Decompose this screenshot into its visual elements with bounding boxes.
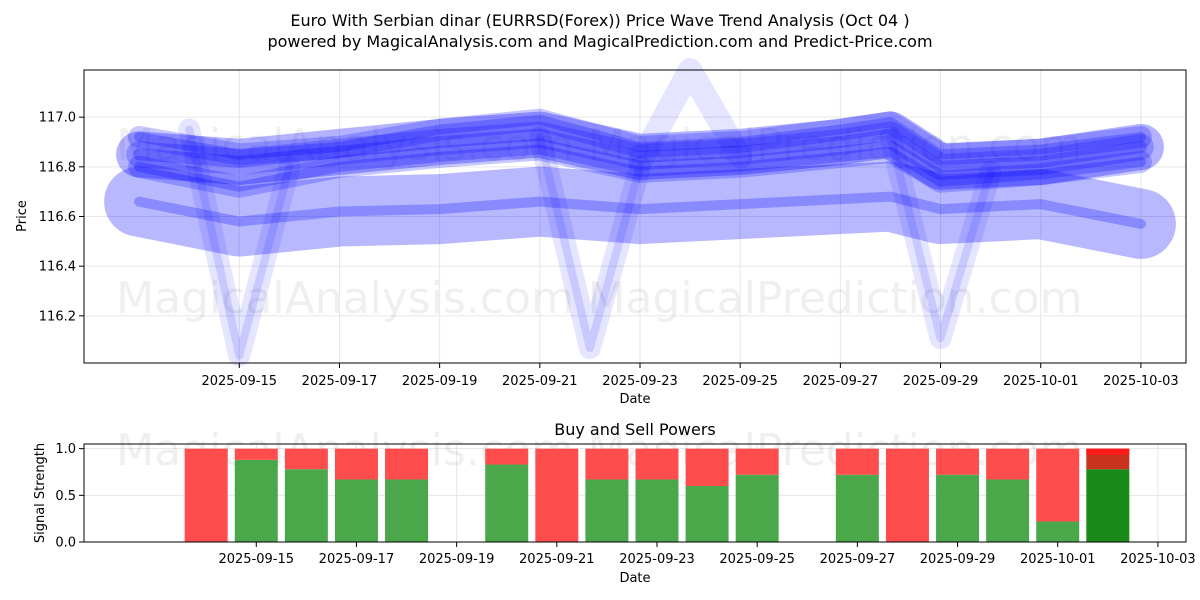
- main-x-tick-label: 2025-09-21: [502, 374, 578, 389]
- spike-c-line: [879, 126, 1002, 350]
- wave-lower-line: [128, 138, 1152, 198]
- sub-x-tick-label: 2025-09-27: [820, 552, 896, 567]
- sub-x-tick-label: 2025-09-23: [619, 552, 695, 567]
- sub-y-tick-label: 0.5: [55, 489, 76, 504]
- buy-bar: [1086, 469, 1130, 542]
- buy-bar: [735, 474, 779, 542]
- buy-bar: [835, 474, 879, 542]
- wave-main-line: [126, 121, 1154, 180]
- sell-bar: [1036, 448, 1080, 522]
- sell-bar: [234, 448, 278, 460]
- sell-bar: [385, 448, 429, 480]
- sub-y-label: Signal Strength: [33, 443, 48, 543]
- sell-bar-highlight: [1086, 448, 1130, 455]
- buy-bar: [635, 479, 679, 542]
- main-y-tick-label: 116.4: [39, 260, 76, 275]
- watermark-top-left: MagicalAnalysis.com: [116, 120, 574, 171]
- main-x-tick-label: 2025-09-27: [803, 374, 879, 389]
- spike-b-line: [528, 126, 651, 360]
- sell-bar: [986, 448, 1030, 480]
- chart-title-line1: Euro With Serbian dinar (EURRSD(Forex)) …: [290, 11, 909, 30]
- wave-series-group: [104, 58, 1176, 367]
- watermark-mid-left: MagicalAnalysis.com: [116, 273, 574, 324]
- sub-x-tick-label: 2025-10-03: [1120, 552, 1196, 567]
- wave-low-line: [104, 161, 1176, 259]
- watermark-top-right: MagicalPrediction.com: [588, 120, 1083, 171]
- sell-bar: [685, 448, 729, 486]
- sub-y-ticks: 0.0 0.5 1.0: [55, 442, 84, 551]
- sell-bar: [284, 448, 328, 470]
- spike-a-line: [178, 118, 301, 367]
- sell-bar: [936, 448, 980, 475]
- buy-bar: [986, 479, 1030, 542]
- sell-bar: [835, 448, 879, 475]
- wave-upper-line: [128, 108, 1152, 166]
- spike-c-line: [886, 133, 995, 343]
- main-y-tick-label: 117.0: [39, 111, 76, 126]
- main-x-tick-label: 2025-09-23: [602, 374, 678, 389]
- sub-x-tick-label: 2025-09-25: [719, 552, 795, 567]
- buy-bar: [485, 464, 529, 542]
- sub-x-tick-label: 2025-09-21: [519, 552, 595, 567]
- main-x-tick-label: 2025-09-29: [903, 374, 979, 389]
- main-x-tick-label: 2025-10-03: [1103, 374, 1179, 389]
- main-y-label: Price: [15, 200, 30, 232]
- main-x-tick-label: 2025-09-19: [402, 374, 478, 389]
- buy-bar: [234, 459, 278, 542]
- main-x-tick-label: 2025-09-15: [201, 374, 277, 389]
- main-x-label: Date: [619, 392, 650, 407]
- sell-bar: [334, 448, 378, 480]
- main-x-tick-label: 2025-10-01: [1003, 374, 1079, 389]
- wave-upper-line: [134, 114, 1146, 160]
- sell-bar: [585, 448, 629, 480]
- wave-main-line: [133, 128, 1147, 173]
- main-grid: [84, 70, 1186, 363]
- main-x-ticks: 2025-09-15 2025-09-17 2025-09-19 2025-09-21…: [201, 363, 1179, 389]
- sell-bar: [485, 448, 529, 465]
- sub-chart-title: Buy and Sell Powers: [554, 420, 716, 439]
- sub-x-tick-label: 2025-10-01: [1020, 552, 1096, 567]
- spike-b-line: [535, 133, 644, 353]
- main-y-ticks: 116.2 116.4 116.6 116.8 117.0: [39, 111, 84, 324]
- buy-bar: [685, 486, 729, 542]
- wave-main-line: [116, 111, 1164, 190]
- sell-bar: [184, 448, 228, 542]
- sub-x-tick-label: 2025-09-15: [218, 552, 294, 567]
- main-y-tick-label: 116.2: [39, 309, 76, 324]
- sub-x-tick-label: 2025-09-17: [319, 552, 395, 567]
- watermark-mid-right: MagicalPrediction.com: [588, 273, 1083, 324]
- sub-x-tick-label: 2025-09-29: [920, 552, 996, 567]
- sub-y-tick-label: 1.0: [55, 442, 76, 457]
- buy-bar: [334, 479, 378, 542]
- sell-bar: [885, 448, 929, 542]
- main-x-tick-label: 2025-09-25: [702, 374, 778, 389]
- sub-x-tick-label: 2025-09-19: [419, 552, 495, 567]
- sub-x-label: Date: [619, 571, 650, 586]
- buy-bar: [936, 474, 980, 542]
- sell-bar: [535, 448, 579, 542]
- buy-bar: [385, 479, 429, 542]
- wave-low-line: [134, 191, 1146, 229]
- sell-bar: [635, 448, 679, 480]
- bar-series-group: [184, 448, 1130, 542]
- buy-bar: [1036, 521, 1080, 542]
- wave-lower-line: [134, 144, 1146, 192]
- sub-y-tick-label: 0.0: [55, 536, 76, 551]
- chart-title-line2: powered by MagicalAnalysis.com and Magic…: [267, 32, 932, 51]
- sub-plot-frame: [83, 443, 1187, 543]
- sub-x-ticks: 2025-09-15 2025-09-17 2025-09-19 2025-09-21…: [218, 542, 1196, 567]
- buy-bar: [284, 469, 328, 542]
- main-x-tick-label: 2025-09-17: [302, 374, 378, 389]
- main-y-tick-label: 116.8: [39, 160, 76, 175]
- spike-a-line: [185, 125, 294, 360]
- buy-bar: [585, 479, 629, 542]
- main-y-tick-label: 116.6: [39, 210, 76, 225]
- sell-bar: [735, 448, 779, 475]
